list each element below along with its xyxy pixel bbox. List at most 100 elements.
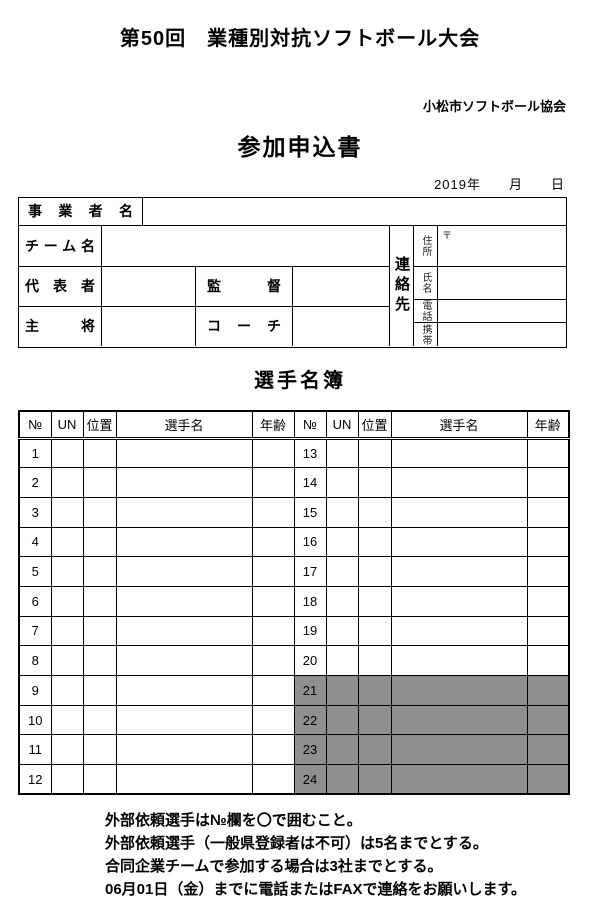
position-cell[interactable] <box>82 764 117 795</box>
un-cell[interactable] <box>50 437 84 469</box>
manager-field[interactable] <box>293 267 389 306</box>
age-cell[interactable] <box>251 734 295 766</box>
roster-row: 8 20 <box>18 645 570 676</box>
player-name-cell[interactable] <box>390 437 528 469</box>
team-name-field[interactable] <box>102 226 389 266</box>
position-cell[interactable] <box>82 704 117 736</box>
address-field[interactable]: 〒 <box>438 226 566 266</box>
representative-field[interactable] <box>102 267 196 306</box>
player-name-cell[interactable] <box>390 467 528 498</box>
player-name-cell[interactable] <box>115 556 253 587</box>
position-cell[interactable] <box>82 556 117 587</box>
player-name-cell[interactable] <box>115 467 253 498</box>
position-cell[interactable] <box>357 645 392 676</box>
position-cell[interactable] <box>82 437 117 469</box>
age-cell[interactable] <box>526 496 570 528</box>
player-name-cell[interactable] <box>115 645 253 676</box>
position-cell[interactable] <box>357 556 392 587</box>
coach-field[interactable] <box>293 307 389 346</box>
captain-field[interactable] <box>102 307 196 346</box>
un-cell[interactable] <box>325 556 359 587</box>
position-cell[interactable] <box>82 467 117 498</box>
age-cell[interactable] <box>251 556 295 587</box>
position-cell[interactable] <box>357 526 392 558</box>
position-cell[interactable] <box>82 615 117 647</box>
age-cell[interactable] <box>526 437 570 469</box>
un-cell[interactable] <box>325 437 359 469</box>
phone-field[interactable] <box>438 300 566 322</box>
contact-mobile-row: 携帯 <box>414 323 566 346</box>
un-cell[interactable] <box>50 556 84 587</box>
un-cell[interactable] <box>50 496 84 528</box>
un-cell[interactable] <box>325 467 359 498</box>
player-name-cell[interactable] <box>390 526 528 558</box>
player-name-cell[interactable] <box>390 496 528 528</box>
un-cell[interactable] <box>325 645 359 676</box>
un-cell[interactable] <box>50 615 84 647</box>
player-name-cell[interactable] <box>115 734 253 766</box>
un-cell[interactable] <box>325 585 359 617</box>
un-cell[interactable] <box>50 526 84 558</box>
age-cell[interactable] <box>526 526 570 558</box>
position-cell[interactable] <box>82 585 117 617</box>
position-cell[interactable] <box>82 526 117 558</box>
player-name-cell[interactable] <box>390 556 528 587</box>
player-name-cell[interactable] <box>115 437 253 469</box>
player-name-cell[interactable] <box>115 764 253 795</box>
business-name-field[interactable] <box>143 198 566 225</box>
un-cell[interactable] <box>325 526 359 558</box>
player-name-cell[interactable] <box>115 675 253 706</box>
un-cell[interactable] <box>325 615 359 647</box>
no-cell: 14 <box>293 467 327 498</box>
position-cell[interactable] <box>357 496 392 528</box>
position-cell[interactable] <box>82 734 117 766</box>
age-cell[interactable] <box>526 585 570 617</box>
roster-row: 12 24 <box>18 764 570 795</box>
age-cell[interactable] <box>526 615 570 647</box>
player-name-cell[interactable] <box>390 615 528 647</box>
age-cell[interactable] <box>251 526 295 558</box>
name-field[interactable] <box>438 267 566 299</box>
un-cell[interactable] <box>50 585 84 617</box>
position-cell-shaded <box>357 704 392 736</box>
age-cell[interactable] <box>251 496 295 528</box>
position-cell[interactable] <box>357 467 392 498</box>
player-name-cell[interactable] <box>115 585 253 617</box>
age-cell[interactable] <box>526 467 570 498</box>
age-cell[interactable] <box>251 675 295 706</box>
player-name-cell[interactable] <box>390 585 528 617</box>
position-cell[interactable] <box>82 675 117 706</box>
un-cell[interactable] <box>325 496 359 528</box>
player-name-cell[interactable] <box>115 526 253 558</box>
un-cell[interactable] <box>50 675 84 706</box>
no-cell: 8 <box>18 645 52 676</box>
position-cell-shaded <box>357 764 392 795</box>
age-cell[interactable] <box>526 645 570 676</box>
player-name-cell[interactable] <box>390 645 528 676</box>
age-cell[interactable] <box>251 615 295 647</box>
player-name-cell[interactable] <box>115 496 253 528</box>
age-cell[interactable] <box>251 585 295 617</box>
position-cell[interactable] <box>82 645 117 676</box>
age-cell[interactable] <box>251 704 295 736</box>
mobile-field[interactable] <box>438 323 566 346</box>
un-cell[interactable] <box>50 734 84 766</box>
position-cell[interactable] <box>82 496 117 528</box>
age-cell[interactable] <box>251 764 295 795</box>
position-cell[interactable] <box>357 585 392 617</box>
un-cell[interactable] <box>50 704 84 736</box>
age-cell[interactable] <box>251 437 295 469</box>
phone-label: 電話 <box>414 300 438 322</box>
age-cell[interactable] <box>251 467 295 498</box>
player-name-cell[interactable] <box>115 704 253 736</box>
position-cell[interactable] <box>357 615 392 647</box>
header-no-right: № <box>293 410 327 440</box>
un-cell[interactable] <box>50 645 84 676</box>
player-name-cell[interactable] <box>115 615 253 647</box>
age-cell[interactable] <box>526 556 570 587</box>
un-cell[interactable] <box>50 764 84 795</box>
un-cell[interactable] <box>50 467 84 498</box>
position-cell[interactable] <box>357 437 392 469</box>
roster-row: 3 15 <box>18 496 570 528</box>
age-cell[interactable] <box>251 645 295 676</box>
